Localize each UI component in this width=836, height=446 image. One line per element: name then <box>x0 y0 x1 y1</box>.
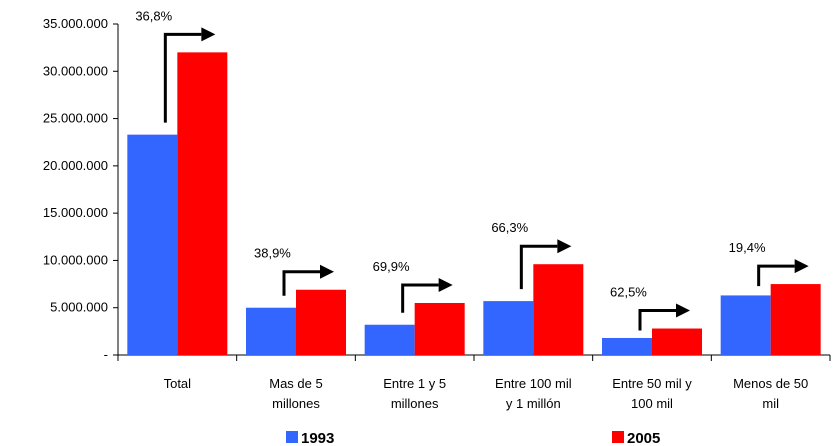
arrow-head <box>320 264 334 279</box>
bar-2005 <box>770 284 821 355</box>
growth-label: 66,3% <box>491 220 528 235</box>
growth-label: 38,9% <box>254 246 291 261</box>
arrow-head <box>557 239 572 254</box>
bar-2005 <box>533 264 584 355</box>
growth-annotations: 36,8% 38,9% 69,9% 66,3% 62,5% 19,4% <box>135 8 809 331</box>
growth-arrow <box>401 283 439 313</box>
legend-label-1993: 1993 <box>301 430 334 446</box>
growth-arrow <box>638 309 676 331</box>
legend-swatch-2005 <box>612 431 624 443</box>
growth-arrow <box>282 270 320 296</box>
bar-2005 <box>652 328 702 355</box>
bar-1993 <box>246 307 296 355</box>
y-tick-label: 30.000.000 <box>43 63 108 78</box>
x-axis-labels: Total Mas de 5 millones Entre 1 y 5 millones… <box>164 376 809 411</box>
growth-arrow <box>757 264 795 287</box>
x-tick-label: millones <box>391 396 439 411</box>
growth-label: 36,8% <box>135 8 172 23</box>
x-tick-label: Entre 1 y 5 <box>383 376 446 391</box>
y-tick-label: 10.000.000 <box>43 252 108 267</box>
legend: 1993 2005 <box>286 430 660 446</box>
growth-label: 69,9% <box>373 259 410 274</box>
bar-1993 <box>602 337 652 355</box>
x-tick-label: Mas de 5 <box>269 376 322 391</box>
growth-arrow <box>163 32 202 123</box>
x-tick-label: Entre 100 mil <box>495 376 572 391</box>
y-tick-label: 15.000.000 <box>43 205 108 220</box>
x-tick-label: Total <box>164 376 192 391</box>
growth-label: 62,5% <box>610 285 647 300</box>
arrow-head <box>676 303 690 318</box>
arrow-head <box>794 259 809 274</box>
y-tick-label: 20.000.000 <box>43 158 108 173</box>
y-tick-label: 35.000.000 <box>43 16 108 31</box>
growth-arrow <box>519 244 558 290</box>
bar-2005 <box>414 302 465 355</box>
bar-1993 <box>483 301 534 355</box>
bar-1993 <box>127 134 178 355</box>
y-axis: 35.000.000 30.000.000 25.000.000 20.000.000… <box>43 16 831 362</box>
x-tick-label: Entre 50 mil y <box>612 376 692 391</box>
bars <box>127 52 821 355</box>
x-tick-label: 100 mil <box>631 396 673 411</box>
legend-swatch-1993 <box>286 431 298 443</box>
x-tick-label: y 1 millón <box>506 396 561 411</box>
bar-1993 <box>720 295 771 355</box>
y-tick-label: 5.000.000 <box>50 300 108 315</box>
bar-2005 <box>296 289 346 355</box>
arrow-head <box>201 27 216 42</box>
x-tick-label: Menos de 50 <box>733 376 808 391</box>
bar-1993 <box>364 324 415 355</box>
y-tick-label: - <box>104 347 108 362</box>
legend-label-2005: 2005 <box>627 430 660 446</box>
x-tick-label: mil <box>762 396 779 411</box>
y-tick-label: 25.000.000 <box>43 111 108 126</box>
arrow-head <box>438 277 453 292</box>
x-tick-label: millones <box>272 396 320 411</box>
bar-2005 <box>177 52 228 355</box>
growth-label: 19,4% <box>729 240 766 255</box>
